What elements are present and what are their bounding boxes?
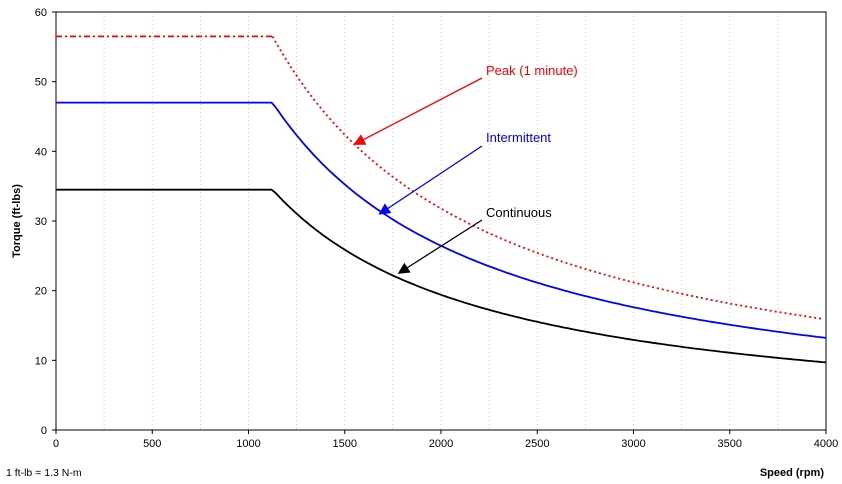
x-tick-label: 0 [53, 438, 59, 450]
gridlines [103, 12, 779, 430]
plot-area [55, 11, 827, 431]
x-tick-label: 2000 [429, 438, 453, 450]
x-tick-label: 1000 [236, 438, 260, 450]
y-tick-label: 60 [35, 7, 47, 19]
conversion-note: 1 ft-lb = 1.3 N-m [6, 467, 82, 479]
annotation-label: Continuous [486, 205, 552, 220]
y-tick-label: 10 [35, 355, 47, 367]
annotations: Peak (1 minute) Intermittent Continuous [353, 63, 578, 274]
x-tick-label: 2500 [525, 438, 549, 450]
series-line-peak-1-minute-curve [271, 35, 824, 320]
y-axis-ticks: 0 10 20 30 40 50 60 [35, 7, 56, 437]
y-tick-label: 40 [35, 146, 47, 158]
x-tick-label: 500 [143, 438, 161, 450]
annotation-arrow [353, 77, 483, 145]
y-tick-label: 30 [35, 216, 47, 228]
x-axis-ticks: 0 500 1000 1500 2000 2500 3000 3500 4000 [53, 430, 838, 450]
x-tick-label: 3000 [621, 438, 645, 450]
annotation-arrow [378, 145, 483, 215]
x-tick-label: 4000 [814, 438, 838, 450]
y-axis-title: Torque (ft-lbs) [11, 184, 23, 258]
series-lines [56, 35, 827, 364]
y-tick-label: 0 [41, 425, 47, 437]
annotation-label: Intermittent [486, 130, 551, 145]
y-tick-label: 20 [35, 286, 47, 298]
series-line-continuous [56, 188, 827, 364]
x-tick-label: 1500 [333, 438, 357, 450]
y-tick-label: 50 [35, 77, 47, 89]
x-tick-label: 3500 [718, 438, 742, 450]
x-axis-title: Speed (rpm) [760, 467, 825, 479]
annotation-label: Peak (1 minute) [486, 63, 578, 78]
annotation-arrow [397, 219, 483, 274]
